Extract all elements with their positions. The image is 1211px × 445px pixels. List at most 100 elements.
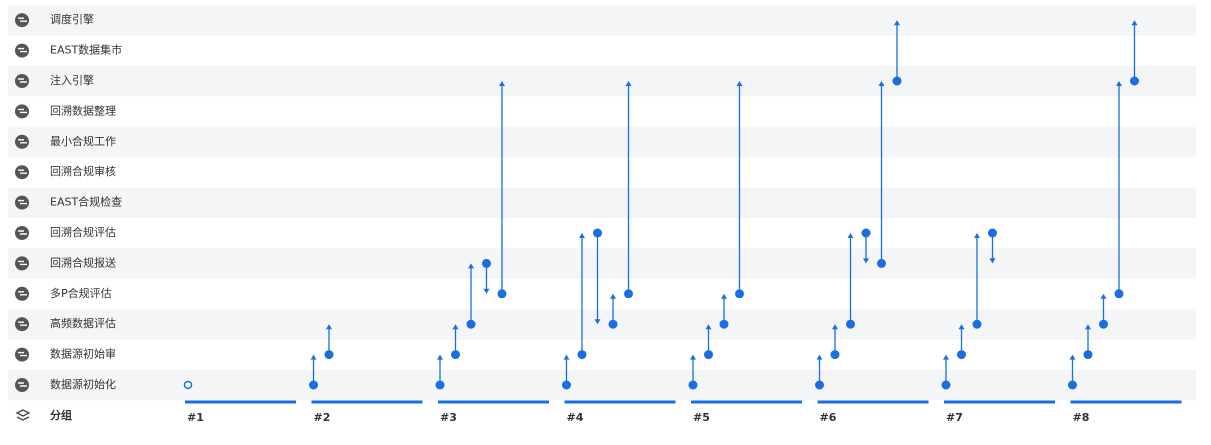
node-dot bbox=[877, 258, 886, 268]
node-dot bbox=[972, 319, 982, 329]
row-label: 高频数据评估 bbox=[50, 316, 116, 330]
node-dot bbox=[608, 319, 618, 329]
icon-bg bbox=[15, 347, 29, 362]
arrow-head bbox=[989, 258, 996, 264]
row-stripe bbox=[8, 248, 1196, 279]
arrow-head bbox=[1131, 20, 1138, 26]
node-dot bbox=[324, 350, 334, 360]
icon-bg bbox=[15, 256, 29, 271]
arrow-head bbox=[594, 319, 601, 325]
row-icon bbox=[15, 43, 29, 58]
icon-bg bbox=[15, 134, 29, 149]
icon-lines bbox=[18, 17, 27, 22]
row-label: 注入引擎 bbox=[50, 73, 94, 87]
node-dot bbox=[988, 228, 997, 238]
node-dot bbox=[688, 380, 698, 390]
node-dot bbox=[309, 380, 318, 390]
node-dot bbox=[1099, 319, 1108, 329]
row-label: 调度引擎 bbox=[50, 12, 94, 26]
arrow-head bbox=[452, 324, 459, 330]
node-dot bbox=[562, 380, 571, 390]
icon-lines bbox=[18, 382, 27, 387]
arrow-head bbox=[705, 324, 712, 330]
arrow-head bbox=[878, 81, 885, 86]
node-dot bbox=[1068, 380, 1077, 390]
icon-lines bbox=[18, 47, 27, 53]
node-dot bbox=[497, 289, 507, 299]
row-icon bbox=[15, 74, 29, 88]
arrow-head bbox=[310, 354, 317, 360]
row-stripe bbox=[8, 187, 1196, 218]
node-dot bbox=[451, 350, 460, 360]
group-label: #4 bbox=[567, 411, 584, 424]
node-dot bbox=[719, 319, 729, 329]
arrow-head bbox=[1085, 324, 1091, 330]
arrow-head bbox=[1069, 354, 1076, 360]
icon-lines bbox=[18, 78, 27, 83]
row-label: 数据源初始审 bbox=[50, 347, 116, 361]
row-icon bbox=[15, 256, 29, 271]
row-icon bbox=[15, 195, 29, 210]
node-dot bbox=[735, 289, 744, 299]
row-icon bbox=[15, 317, 29, 332]
node-dot bbox=[846, 319, 855, 329]
node-dot bbox=[830, 350, 840, 360]
arrow-head bbox=[847, 233, 854, 238]
node-dot bbox=[435, 380, 445, 390]
arrow-head bbox=[690, 354, 696, 360]
group-label: #2 bbox=[314, 411, 331, 424]
node-dot bbox=[577, 350, 587, 360]
node-dot bbox=[892, 76, 902, 86]
icon-bg bbox=[15, 378, 29, 392]
icon-bg bbox=[15, 226, 29, 240]
icon-bg bbox=[15, 43, 29, 58]
arrow-head bbox=[943, 354, 949, 360]
arrow-head bbox=[1116, 81, 1122, 86]
row-stripe bbox=[8, 5, 1196, 36]
arrow-head bbox=[563, 354, 570, 360]
arrow-head bbox=[863, 258, 869, 264]
icon-bg bbox=[15, 74, 29, 88]
row-icon bbox=[15, 378, 29, 392]
arrow-head bbox=[625, 81, 632, 86]
arrow-head bbox=[579, 233, 585, 238]
row-stripe bbox=[8, 370, 1196, 401]
arrow-head bbox=[816, 354, 823, 360]
arrow-head bbox=[832, 324, 838, 330]
group-label: #5 bbox=[693, 411, 710, 424]
row-icon bbox=[15, 286, 29, 301]
node-dot bbox=[704, 350, 713, 360]
icon-lines bbox=[18, 351, 27, 357]
marks: #1 #2 #3 #4 #5 #6 #7 #8 bbox=[183, 20, 1182, 424]
group-header: 分组 bbox=[50, 408, 72, 422]
icon-lines bbox=[18, 260, 27, 266]
arrow-head bbox=[437, 354, 443, 360]
node-dot bbox=[482, 258, 491, 268]
icon-lines bbox=[18, 230, 27, 235]
row-stripe bbox=[8, 126, 1196, 158]
arrow-head bbox=[1100, 293, 1107, 299]
row-label: 回溯合规报送 bbox=[50, 255, 116, 269]
group-label: #6 bbox=[820, 411, 837, 424]
arrow-head bbox=[958, 324, 965, 330]
icon-lines bbox=[18, 321, 27, 326]
node-dot bbox=[815, 380, 824, 390]
icon-bg bbox=[15, 104, 29, 119]
arrow-head bbox=[974, 233, 980, 238]
row-icon bbox=[15, 165, 29, 180]
arrow-head bbox=[721, 293, 727, 299]
node-dot bbox=[1083, 350, 1093, 360]
node-dot bbox=[593, 228, 602, 238]
arrow-head bbox=[736, 81, 743, 86]
group-label: #8 bbox=[1073, 411, 1090, 424]
icon-bg bbox=[15, 13, 29, 28]
icon-bg bbox=[15, 286, 29, 301]
icon-bg bbox=[15, 195, 29, 210]
row-label: 多P合规评估 bbox=[50, 286, 112, 300]
row-label: 最小合规工作 bbox=[50, 134, 116, 148]
node-dot bbox=[1130, 76, 1139, 86]
row-icon bbox=[15, 134, 29, 149]
icon-bg bbox=[15, 317, 29, 332]
group-label: #3 bbox=[440, 411, 457, 424]
